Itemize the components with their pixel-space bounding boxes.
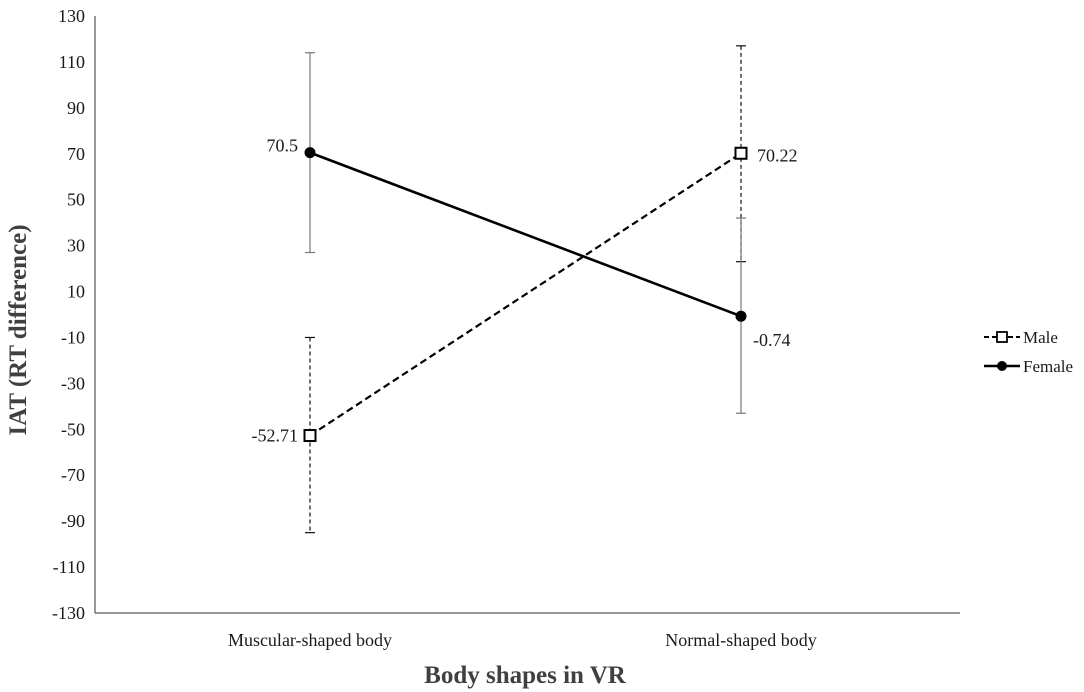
data-labels: -52.71 70.22 70.5 -0.74 bbox=[252, 136, 798, 446]
legend-label: Male bbox=[1023, 328, 1058, 347]
legend-marker-female bbox=[997, 361, 1007, 371]
x-axis-title: Body shapes in VR bbox=[424, 662, 627, 689]
y-tick-label: 130 bbox=[58, 6, 85, 26]
data-point-male bbox=[303, 429, 317, 443]
y-tick-label: -90 bbox=[61, 511, 85, 531]
data-label: 70.22 bbox=[757, 145, 798, 165]
y-tick-label: 70 bbox=[67, 144, 85, 164]
y-tick-label: -30 bbox=[61, 373, 85, 393]
legend: Male Female bbox=[984, 328, 1073, 376]
data-point-female bbox=[304, 147, 316, 159]
data-markers bbox=[303, 146, 748, 443]
y-tick-labels: 130 110 90 70 50 30 10 -10 -30 -50 -70 -90 -110 -130 bbox=[52, 6, 85, 623]
data-label: -0.74 bbox=[753, 330, 791, 350]
series-line-male bbox=[309, 152, 742, 437]
y-tick-label: -10 bbox=[61, 327, 85, 347]
x-tick-label: Muscular-shaped body bbox=[228, 630, 392, 650]
y-axis-title: IAT (RT difference) bbox=[5, 224, 32, 435]
axes bbox=[94, 16, 960, 614]
y-tick-label: 30 bbox=[67, 236, 85, 256]
data-point-female bbox=[735, 310, 747, 322]
x-tick-labels: Muscular-shaped body Normal-shaped body bbox=[228, 630, 817, 650]
y-tick-label: 50 bbox=[67, 190, 85, 210]
y-tick-label: -110 bbox=[53, 557, 85, 577]
data-label: 70.5 bbox=[267, 136, 299, 156]
error-bars bbox=[305, 45, 746, 534]
y-tick-label: 110 bbox=[59, 52, 85, 72]
y-tick-label: 90 bbox=[67, 98, 85, 118]
series-lines bbox=[309, 151, 742, 437]
legend-marker-male bbox=[996, 331, 1008, 343]
data-label: -52.71 bbox=[252, 426, 299, 446]
y-tick-label: -70 bbox=[61, 465, 85, 485]
y-tick-label: -50 bbox=[61, 419, 85, 439]
y-tick-label: 10 bbox=[67, 282, 85, 302]
series-line-female bbox=[309, 151, 742, 318]
x-tick-label: Normal-shaped body bbox=[665, 630, 816, 650]
y-tick-label: -130 bbox=[52, 603, 85, 623]
legend-label: Female bbox=[1023, 357, 1073, 376]
data-point-male bbox=[734, 146, 748, 160]
